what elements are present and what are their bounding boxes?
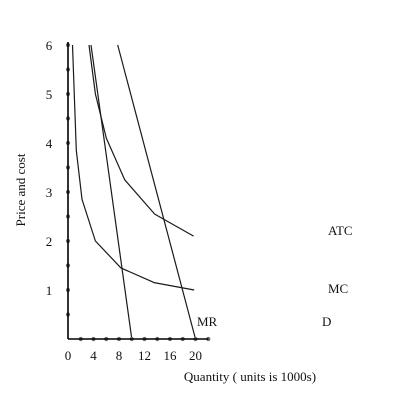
x-tick-labels: 0 4 8 12 16 20 — [65, 348, 202, 363]
y-tick-label: 1 — [46, 283, 53, 298]
series-mc-label: MC — [328, 281, 348, 296]
x-tick-label: 20 — [189, 348, 202, 363]
x-tick-label: 12 — [138, 348, 151, 363]
y-tick-labels: 1 2 3 4 5 6 — [46, 38, 53, 298]
x-tick-label: 8 — [116, 348, 123, 363]
x-tick-label: 16 — [164, 348, 178, 363]
x-tick-label: 4 — [90, 348, 97, 363]
series-mr-line — [90, 44, 133, 340]
series-d-label: D — [322, 314, 331, 329]
series-mr-label: MR — [197, 314, 218, 329]
y-tick-label: 6 — [46, 38, 53, 53]
curve-labels: ATC MC MR D — [197, 223, 353, 329]
series-atc-label: ATC — [328, 223, 353, 238]
plot-curves — [71, 44, 197, 340]
series-d-line — [117, 44, 197, 340]
x-axis-title: Quantity ( units is 1000s) — [184, 369, 316, 384]
x-tick-label: 0 — [65, 348, 72, 363]
y-tick-label: 5 — [46, 87, 53, 102]
y-tick-label: 4 — [46, 136, 53, 151]
y-tick-label: 3 — [46, 185, 53, 200]
y-tick-label: 2 — [46, 234, 53, 249]
y-axis-title: Price and cost — [13, 153, 28, 226]
series-atc-line — [88, 44, 194, 237]
series-mc-line — [71, 44, 195, 291]
